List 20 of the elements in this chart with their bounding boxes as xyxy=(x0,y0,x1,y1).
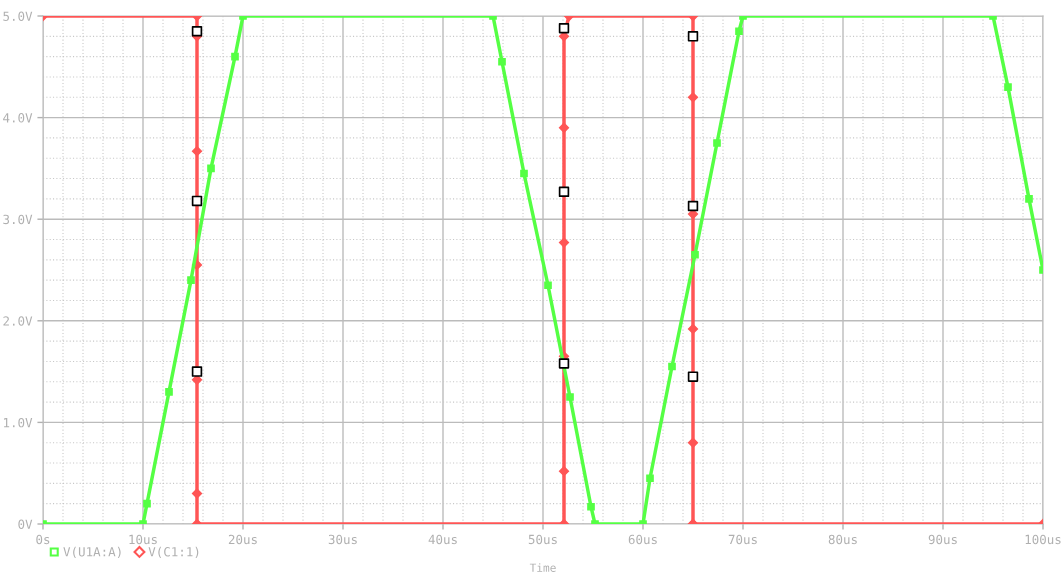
y-tick-label: 5.0V xyxy=(3,11,33,21)
legend-label: V(C1:1) xyxy=(148,546,199,558)
y-tick-label: 4.0V xyxy=(3,113,33,123)
x-tick-label: 10us xyxy=(129,534,157,545)
x-tick-label: 0s xyxy=(36,534,50,545)
x-tick-label: 30us xyxy=(328,534,357,545)
x-tick-label: 100us xyxy=(1025,534,1061,545)
x-tick-label: 90us xyxy=(928,534,957,545)
x-tick-label: 70us xyxy=(728,534,757,545)
x-tick-label: 80us xyxy=(828,534,857,545)
x-tick-label: 40us xyxy=(428,534,457,545)
y-tick-label: 2.0V xyxy=(3,316,33,326)
x-tick-label: 60us xyxy=(628,534,657,545)
x-tick-label: 20us xyxy=(228,534,257,545)
x-axis-title: Time xyxy=(529,563,556,572)
x-tick-label: 50us xyxy=(528,534,557,545)
y-tick-label: 0V xyxy=(18,519,33,529)
y-tick-label: 3.0V xyxy=(3,214,33,225)
y-tick-label: 1.0V xyxy=(3,417,33,428)
legend-label: V(U1A:A) xyxy=(63,546,121,558)
